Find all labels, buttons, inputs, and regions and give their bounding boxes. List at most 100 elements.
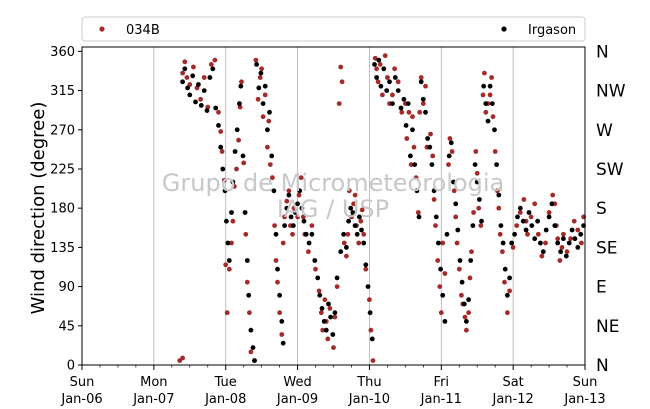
- point-irgason: [242, 210, 248, 215]
- point-034b: [395, 79, 401, 85]
- point-034b: [469, 249, 474, 255]
- point-irgason: [213, 105, 219, 111]
- x-tick-day: Tue: [214, 375, 237, 390]
- point-irgason: [442, 319, 448, 324]
- legend-label-irgason: Irgason: [528, 23, 576, 38]
- point-irgason: [561, 236, 566, 242]
- point-034b: [266, 118, 272, 124]
- point-irgason: [546, 214, 552, 220]
- point-034b: [372, 55, 378, 61]
- point-034b: [550, 192, 556, 198]
- point-034b: [318, 310, 324, 316]
- point-irgason: [367, 310, 373, 316]
- point-034b: [532, 201, 538, 207]
- point-034b: [223, 262, 229, 268]
- point-irgason: [403, 123, 409, 128]
- point-034b: [377, 62, 383, 67]
- point-irgason: [196, 82, 201, 87]
- y-tick-label: 0: [67, 359, 75, 374]
- point-irgason: [451, 179, 456, 185]
- point-034b: [438, 310, 444, 316]
- point-034b: [374, 66, 379, 72]
- point-irgason: [229, 210, 234, 215]
- point-034b: [236, 137, 242, 143]
- direction-label: SW: [596, 160, 624, 180]
- point-irgason: [433, 214, 439, 220]
- point-irgason: [515, 214, 520, 220]
- point-034b: [510, 245, 516, 250]
- point-irgason: [543, 227, 549, 233]
- point-irgason: [359, 227, 364, 233]
- point-irgason: [398, 105, 404, 111]
- point-irgason: [237, 101, 242, 106]
- x-tick-date: Jan-10: [348, 392, 390, 407]
- point-034b: [334, 284, 340, 289]
- watermark-line-2: IAG / USP: [277, 195, 389, 223]
- point-irgason: [222, 188, 228, 194]
- point-034b: [564, 249, 570, 255]
- point-irgason: [372, 62, 377, 67]
- point-irgason: [507, 275, 512, 281]
- point-034b: [339, 79, 345, 85]
- direction-label: SE: [596, 238, 618, 258]
- point-034b: [327, 306, 333, 311]
- point-irgason: [378, 83, 384, 89]
- point-034b: [338, 64, 344, 70]
- point-irgason: [405, 101, 411, 106]
- point-irgason: [401, 96, 407, 102]
- point-034b: [390, 92, 395, 98]
- point-034b: [358, 218, 364, 224]
- point-034b: [309, 223, 315, 229]
- point-034b: [543, 240, 548, 246]
- point-irgason: [182, 66, 188, 72]
- point-irgason: [334, 275, 340, 281]
- point-034b: [505, 310, 510, 316]
- point-irgason: [410, 127, 415, 133]
- point-034b: [464, 327, 469, 333]
- point-irgason: [361, 240, 367, 246]
- point-irgason: [485, 118, 491, 124]
- point-034b: [346, 188, 352, 194]
- point-034b: [351, 201, 356, 207]
- point-irgason: [572, 236, 578, 242]
- point-034b: [433, 223, 438, 229]
- point-034b: [248, 349, 254, 355]
- legend: 034B Irgason: [81, 16, 586, 42]
- point-034b: [467, 275, 473, 281]
- x-tick-date: Jan-12: [492, 392, 534, 407]
- point-irgason: [354, 231, 360, 237]
- x-tick-date: Jan-08: [204, 392, 246, 407]
- point-irgason: [321, 319, 327, 324]
- point-irgason: [487, 83, 493, 89]
- point-034b: [417, 109, 423, 115]
- point-irgason: [464, 319, 469, 324]
- point-034b: [446, 162, 451, 168]
- point-034b: [316, 288, 322, 294]
- point-034b: [180, 355, 186, 361]
- point-034b: [471, 210, 476, 215]
- point-irgason: [246, 292, 252, 298]
- point-irgason: [319, 306, 325, 311]
- point-034b: [437, 284, 443, 289]
- point-irgason: [429, 162, 435, 168]
- point-034b: [221, 177, 227, 183]
- point-irgason: [575, 245, 581, 250]
- point-034b: [275, 279, 280, 285]
- point-034b: [255, 96, 261, 102]
- point-034b: [224, 310, 230, 316]
- point-034b: [300, 214, 306, 220]
- point-irgason: [254, 62, 259, 67]
- point-irgason: [509, 240, 515, 246]
- point-034b: [239, 79, 244, 85]
- point-irgason: [535, 218, 540, 224]
- point-034b: [555, 236, 561, 242]
- point-034b: [404, 136, 410, 141]
- point-irgason: [332, 310, 338, 316]
- point-irgason: [558, 249, 563, 255]
- point-irgason: [412, 162, 418, 168]
- point-irgason: [427, 144, 433, 150]
- point-034b: [440, 240, 446, 246]
- y-tick-label: 270: [50, 123, 75, 138]
- direction-label: S: [596, 199, 607, 219]
- x-tick-day: Thu: [356, 375, 381, 390]
